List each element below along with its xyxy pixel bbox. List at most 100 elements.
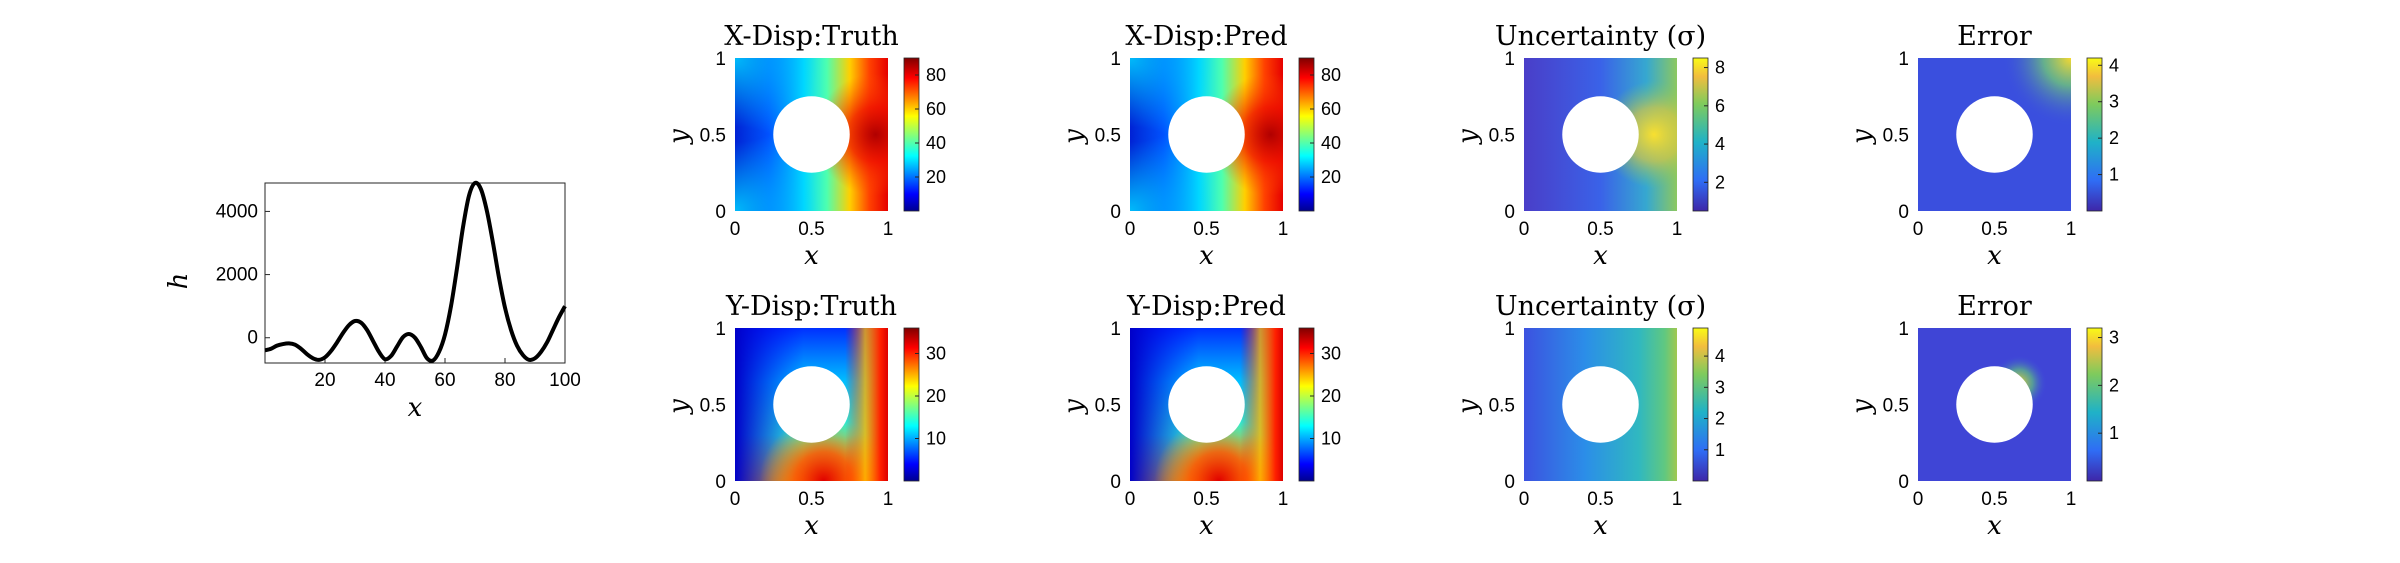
heatmap-panel: Error 00 0.5 0.5 1 1 x y 1 2 3 xyxy=(1847,291,2119,541)
x-tick-label: 0 xyxy=(730,219,741,240)
colorbar-tick-label: 1 xyxy=(1715,440,1725,460)
x-tick-label: 1 xyxy=(883,489,894,510)
y-tick-label: 0 xyxy=(1110,472,1121,493)
panel-title: Error xyxy=(1957,21,2032,52)
x-tick-label: 1 xyxy=(1672,489,1683,510)
x-tick-label: 0.5 xyxy=(798,489,824,510)
colorbar-tick-label: 40 xyxy=(1321,133,1341,153)
colorbar xyxy=(2086,327,2103,482)
y-tick-label: 0 xyxy=(247,328,258,349)
colorbar-tick-label: 20 xyxy=(926,167,946,187)
x-axis-label: x xyxy=(1593,241,1608,271)
series-line-h xyxy=(264,180,567,363)
y-tick-label: 0 xyxy=(1504,202,1515,223)
y-tick-label: 1 xyxy=(1898,319,1909,340)
x-tick-label: 0.5 xyxy=(1193,489,1219,510)
y-tick-label: 1 xyxy=(715,49,726,70)
y-tick-label: 0 xyxy=(1898,472,1909,493)
colorbar-tick-label: 2 xyxy=(1715,409,1725,429)
x-tick-label: 0 xyxy=(1125,219,1136,240)
colorbar xyxy=(1692,327,1709,482)
panel-title: Error xyxy=(1957,291,2032,322)
colorbar xyxy=(903,57,920,212)
colorbar-tick-label: 6 xyxy=(1715,96,1725,116)
hole xyxy=(773,96,850,173)
x-tick-label: 1 xyxy=(1278,219,1289,240)
y-axis-label: y xyxy=(664,399,694,415)
y-tick-label: 0.5 xyxy=(1489,396,1515,417)
y-axis-label: y xyxy=(1453,129,1483,145)
y-tick-label: 0.5 xyxy=(1883,396,1909,417)
colorbar-tick-label: 4 xyxy=(2109,55,2119,75)
heatmap-panel: Uncertainty (σ) 00 0.5 0.5 1 1 x y 2 4 6 8 xyxy=(1453,21,1725,271)
y-axis-label: y xyxy=(1059,399,1089,415)
y-tick-label: 4000 xyxy=(216,201,258,222)
x-tick-label: 0 xyxy=(1125,489,1136,510)
heatmap-panel: X-Disp:Truth 00 0.5 0.5 1 1 x y 20 40 60 80 xyxy=(664,21,946,271)
colorbar-tick-label: 2 xyxy=(1715,172,1725,192)
colorbar-tick-label: 80 xyxy=(1321,65,1341,85)
hole xyxy=(1956,366,2033,443)
hole xyxy=(1562,366,1639,443)
heatmap-panel: Error 00 0.5 0.5 1 1 x y 1 2 3 4 xyxy=(1847,21,2119,271)
y-tick-label: 0.5 xyxy=(1883,126,1909,147)
colorbar-tick-label: 8 xyxy=(1715,58,1725,78)
hole xyxy=(1168,366,1245,443)
y-axis-label: h xyxy=(164,273,194,290)
colorbar-tick-label: 3 xyxy=(2109,328,2119,348)
x-axis-label: x xyxy=(1987,511,2002,541)
colorbar-tick-label: 2 xyxy=(2109,128,2119,148)
colorbar-tick-label: 20 xyxy=(1321,167,1341,187)
colorbar-tick-label: 60 xyxy=(926,99,946,119)
panel-title: Y-Disp:Truth xyxy=(725,291,897,322)
y-tick-label: 0 xyxy=(1504,472,1515,493)
x-tick-label: 0 xyxy=(730,489,741,510)
colorbar-tick-label: 30 xyxy=(926,344,946,364)
y-axis-label: y xyxy=(1847,129,1877,145)
y-tick-label: 1 xyxy=(1110,49,1121,70)
y-tick-label: 1 xyxy=(1898,49,1909,70)
x-tick-label: 1 xyxy=(1672,219,1683,240)
colorbar-tick-label: 4 xyxy=(1715,134,1725,154)
hole xyxy=(773,366,850,443)
heatmap-panel: Y-Disp:Pred 00 0.5 0.5 1 1 x y 10 20 30 xyxy=(1059,291,1341,541)
x-tick-label: 1 xyxy=(2066,219,2077,240)
y-tick-label: 0 xyxy=(1898,202,1909,223)
colorbar-tick-label: 4 xyxy=(1715,346,1725,366)
y-tick-label: 0.5 xyxy=(1095,126,1121,147)
x-tick-label: 0 xyxy=(1519,489,1530,510)
x-tick-label: 1 xyxy=(2066,489,2077,510)
y-tick-label: 1 xyxy=(715,319,726,340)
x-tick-label: 20 xyxy=(314,370,335,391)
y-tick-label: 0.5 xyxy=(700,126,726,147)
x-tick-label: 0.5 xyxy=(1587,219,1613,240)
x-tick-label: 0 xyxy=(1913,219,1924,240)
x-tick-label: 80 xyxy=(494,370,515,391)
colorbar-tick-label: 40 xyxy=(926,133,946,153)
hole xyxy=(1956,96,2033,173)
x-axis-label: x xyxy=(1199,511,1214,541)
hole xyxy=(1168,96,1245,173)
y-axis-label: y xyxy=(1847,399,1877,415)
hole xyxy=(1562,96,1639,173)
colorbar-tick-label: 3 xyxy=(2109,92,2119,112)
y-tick-label: 0.5 xyxy=(700,396,726,417)
x-axis-label: x xyxy=(804,241,819,271)
x-tick-label: 100 xyxy=(549,370,581,391)
y-axis-label: y xyxy=(664,129,694,145)
x-tick-label: 0.5 xyxy=(1981,219,2007,240)
y-tick-label: 0 xyxy=(1110,202,1121,223)
heatmap-panel: Y-Disp:Truth 00 0.5 0.5 1 1 x y 10 20 30 xyxy=(664,291,946,541)
x-tick-label: 0.5 xyxy=(798,219,824,240)
colorbar-tick-label: 1 xyxy=(2109,165,2119,185)
panel-title: Y-Disp:Pred xyxy=(1126,291,1286,322)
colorbar-tick-label: 10 xyxy=(1321,429,1341,449)
colorbar xyxy=(1298,327,1315,482)
panel-title: Uncertainty (σ) xyxy=(1495,21,1706,52)
panel-title: Uncertainty (σ) xyxy=(1495,291,1706,322)
colorbar-tick-label: 80 xyxy=(926,65,946,85)
colorbar-tick-label: 2 xyxy=(2109,375,2119,395)
x-axis-label: x xyxy=(1199,241,1214,271)
y-axis-label: y xyxy=(1453,399,1483,415)
